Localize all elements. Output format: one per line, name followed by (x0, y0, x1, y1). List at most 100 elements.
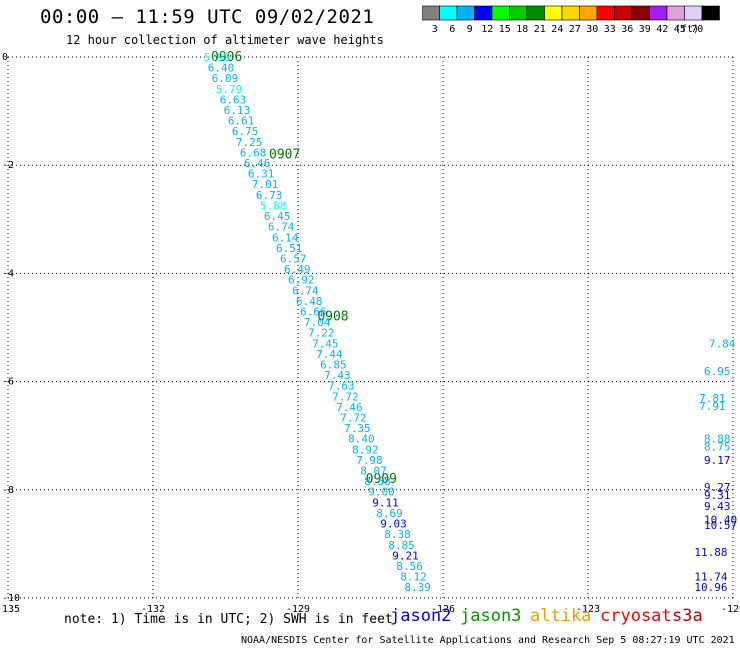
wave-height-value: 8.58 (364, 475, 391, 488)
colorbar-tick-label: 30 (586, 24, 598, 35)
wave-height-value: 5.79 (216, 83, 243, 96)
wave-height-value: 6.66 (300, 305, 327, 318)
colorbar-tick-label: 45 (674, 24, 686, 35)
x-tick-label: -123 (576, 604, 600, 615)
wave-height-value-edge: 9.43 (704, 500, 731, 513)
colorbar-tick-label: 18 (516, 24, 528, 35)
y-tick-label: -4 (2, 268, 14, 279)
satellite-legend-jason3: jason3 (460, 606, 522, 626)
wave-height-value: 6.92 (288, 274, 315, 287)
wave-height-value: 9.03 (380, 518, 407, 531)
time-label: 0908 (317, 310, 348, 325)
time-label: 0909 (366, 472, 397, 487)
time-label: 0907 (269, 147, 300, 162)
wave-height-value: 7.35 (344, 422, 371, 435)
wave-height-value: 7.98 (356, 454, 383, 467)
colorbar-tick-label: 21 (534, 24, 546, 35)
wave-height-value-edge: 10.40 (704, 514, 737, 527)
wave-height-value: 6.63 (220, 93, 247, 106)
y-tick-label: -6 (2, 377, 14, 388)
wave-height-value: 8.12 (400, 571, 427, 584)
wave-height-value: 5.95 (204, 51, 231, 64)
colorbar-tick-label: 42 (656, 24, 668, 35)
wave-height-value: 6.49 (284, 263, 311, 276)
colorbar-swatch (701, 5, 720, 21)
wave-height-value: 6.48 (296, 295, 323, 308)
x-tick-label: -126 (431, 604, 455, 615)
wave-height-value: 7.72 (332, 390, 359, 403)
wave-height-value-edge: 7.81 (699, 392, 726, 405)
colorbar-tick-label: 70 (691, 24, 703, 35)
wave-height-value-edge: 7.91 (699, 400, 726, 413)
wave-height-value: 8.39 (404, 581, 431, 594)
wave-height-value: 6.51 (276, 242, 303, 255)
x-tick-label: -135 (0, 604, 20, 615)
x-tick-label: -132 (141, 604, 165, 615)
colorbar-tick-label: 36 (621, 24, 633, 35)
colorbar-tick-label: 6 (449, 24, 455, 35)
wave-height-value: 7.01 (252, 178, 279, 191)
wave-height-value-edge: 10.57 (704, 519, 737, 532)
colorbar-tick-label: 27 (569, 24, 581, 35)
wave-height-value: 6.46 (244, 157, 271, 170)
wave-height-value-edge: 10.96 (694, 581, 727, 594)
wave-height-value: 6.74 (268, 221, 295, 234)
wave-height-value: 5.88 (260, 199, 287, 212)
wave-height-value: 7.72 (340, 412, 367, 425)
wave-height-value: 9.00 (368, 486, 395, 499)
wave-height-value-edge: 9.27 (704, 481, 731, 494)
wave-height-value: 7.63 (328, 380, 355, 393)
wave-height-value: 7.22 (308, 327, 335, 340)
wave-height-value: 7.46 (336, 401, 363, 414)
colorbar-tick-label: 3 (432, 24, 438, 35)
wave-height-value: 6.09 (212, 72, 239, 85)
y-tick-label: 0 (2, 52, 8, 63)
satellite-legend-s3a: s3a (672, 606, 703, 626)
colorbar-tick-label: 9 (467, 24, 473, 35)
wave-height-value: 8.85 (388, 539, 415, 552)
footer-credit: NOAA/NESDIS Center for Satellite Applica… (241, 635, 735, 646)
wave-height-value: 7.44 (316, 348, 343, 361)
wave-height-value: 6.75 (232, 125, 259, 138)
y-tick-label: -2 (2, 160, 14, 171)
wave-height-value: 6.31 (248, 168, 275, 181)
wave-height-value-edge: 9.17 (704, 454, 731, 467)
wave-height-value: 9.11 (372, 496, 399, 509)
time-label: 0906 (211, 50, 242, 65)
footer-note: note: 1) Time is in UTC; 2) SWH is in fe… (64, 612, 393, 627)
wave-height-value: 6.85 (320, 359, 347, 372)
page-title: 00:00 — 11:59 UTC 09/02/2021 (40, 6, 375, 28)
y-tick-label: -10 (2, 593, 20, 604)
satellite-legend-altika: altika (530, 606, 592, 626)
wave-height-value: 6.73 (256, 189, 283, 202)
wave-height-value: 7.04 (304, 316, 331, 329)
wave-height-value: 8.07 (360, 465, 387, 478)
colorbar-tick-label: 24 (551, 24, 563, 35)
wave-height-value: 8.92 (352, 443, 379, 456)
satellite-legend-jason2: jason2 (390, 606, 452, 626)
colorbar-tick-label: 12 (481, 24, 493, 35)
wave-height-value-edge: 11.74 (694, 570, 727, 583)
wave-height-value-edge: 8.75 (704, 441, 731, 454)
wave-height-value-edge: 8.88 (704, 432, 731, 445)
wave-height-value-edge: 11.88 (694, 546, 727, 559)
wave-height-value: 8.38 (384, 528, 411, 541)
wave-height-value: 6.74 (292, 284, 319, 297)
x-tick-label: -129 (286, 604, 310, 615)
color-scale-legend: 3 6 9 12 15 18 21 24 27 30 33 36 39 42 45 70(ft) (422, 5, 720, 35)
x-tick-label: -120 (721, 604, 740, 615)
wave-height-value: 6.61 (228, 115, 255, 128)
wave-height-value: 6.14 (272, 231, 299, 244)
y-tick-label: -8 (2, 485, 14, 496)
wave-height-value-edge: 7.84 (709, 338, 736, 351)
satellite-legend-cryosat: cryosat (600, 606, 672, 626)
wave-height-value: 8.69 (376, 507, 403, 520)
wave-height-value: 7.25 (236, 136, 262, 149)
wave-height-value: 8.40 (348, 433, 375, 446)
wave-height-value: 6.40 (208, 62, 235, 75)
wave-height-value: 6.13 (224, 104, 251, 117)
colorbar-unit-label: (ft) (675, 24, 699, 35)
wave-height-value: 6.57 (280, 252, 307, 265)
wave-height-value: 6.45 (264, 210, 291, 223)
